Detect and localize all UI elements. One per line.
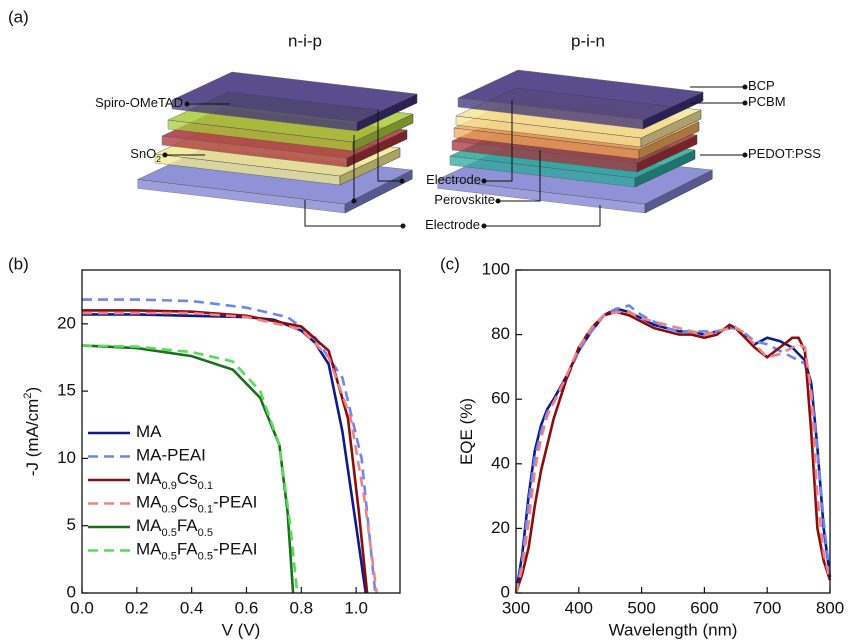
stack-title: p-i-n xyxy=(571,31,605,50)
y-tick-label: 80 xyxy=(491,324,510,343)
x-tick-label: 700 xyxy=(753,598,781,617)
schematic xyxy=(136,69,748,229)
legend-label: MA-PEAI xyxy=(136,446,206,465)
leader-line xyxy=(304,200,403,227)
leader-dot xyxy=(399,178,405,184)
data-line xyxy=(514,304,832,594)
layer-label: PCBM xyxy=(748,94,786,109)
leader-line xyxy=(498,150,541,202)
x-tick-label: 300 xyxy=(502,598,530,617)
axes-frame xyxy=(515,269,831,594)
layer-label: BCP xyxy=(748,78,775,93)
legend-label: MA0.9Cs0.1-PEAI xyxy=(136,493,257,515)
stack-title: n-i-p xyxy=(288,31,322,50)
leader-dot xyxy=(351,198,357,204)
x-tick-label: 1.0 xyxy=(344,598,368,617)
leader-line xyxy=(377,110,402,182)
data-line xyxy=(82,311,378,594)
leader-line xyxy=(484,205,601,227)
panel-label: (b) xyxy=(8,254,29,273)
y-tick-label: 15 xyxy=(57,381,76,400)
leader-dot xyxy=(742,152,748,158)
layer-label: Spiro-OMeTAD xyxy=(95,95,183,110)
layer-label: SnO2 xyxy=(130,146,161,164)
data-line xyxy=(82,309,369,594)
y-axis-label: -J (mA/cm2) xyxy=(22,387,43,476)
leader-dot xyxy=(481,178,487,184)
x-tick-label: 800 xyxy=(816,598,844,617)
x-axis-label: V (V) xyxy=(222,620,261,639)
x-tick-label: 400 xyxy=(565,598,593,617)
x-tick-label: 600 xyxy=(690,598,718,617)
y-tick-label: 60 xyxy=(491,389,510,408)
x-tick-label: 0.8 xyxy=(289,598,313,617)
x-tick-label: 0.0 xyxy=(70,598,94,617)
x-tick-label: 0.2 xyxy=(125,598,149,617)
layer-label: Perovskite xyxy=(434,192,495,207)
legend-label: MA0.9Cs0.1 xyxy=(136,469,213,491)
leader-line xyxy=(484,100,513,182)
y-axis-label: EQE (%) xyxy=(457,398,476,465)
leader-dot xyxy=(400,223,406,229)
axes-frame xyxy=(81,269,401,594)
legend-label: MA xyxy=(136,422,162,441)
leader-dot xyxy=(495,198,501,204)
leader-dot xyxy=(742,84,748,90)
data-line xyxy=(514,310,832,594)
panel-label: (a) xyxy=(8,7,29,26)
data-line xyxy=(514,307,832,594)
layer xyxy=(171,71,418,123)
leader-dot xyxy=(742,100,748,106)
y-tick-label: 20 xyxy=(491,518,510,537)
x-tick-label: 0.4 xyxy=(180,598,204,617)
x-axis-label: Wavelength (nm) xyxy=(609,620,738,639)
x-tick-label: 500 xyxy=(627,598,655,617)
leader-dot xyxy=(481,223,487,229)
panel-label: (c) xyxy=(440,254,460,273)
y-tick-label: 0 xyxy=(501,582,510,601)
legend-label: MA0.5FA0.5-PEAI xyxy=(136,540,257,562)
y-tick-label: 5 xyxy=(67,515,76,534)
layer-label: Electrode xyxy=(426,172,481,187)
leader-dot xyxy=(184,101,190,107)
layer xyxy=(457,69,704,121)
layer-label: PEDOT:PSS xyxy=(748,146,821,161)
y-tick-label: 10 xyxy=(57,448,76,467)
legend-label: MA0.5FA0.5 xyxy=(136,516,213,538)
data-line xyxy=(81,344,299,594)
data-line xyxy=(82,313,367,594)
data-line xyxy=(514,310,832,594)
y-tick-label: 0 xyxy=(67,582,76,601)
y-tick-label: 100 xyxy=(482,259,510,278)
y-tick-label: 20 xyxy=(57,313,76,332)
layer-label: Electrode xyxy=(425,217,480,232)
x-tick-label: 0.6 xyxy=(235,598,259,617)
leader-dot xyxy=(162,152,168,158)
y-tick-label: 40 xyxy=(491,453,510,472)
